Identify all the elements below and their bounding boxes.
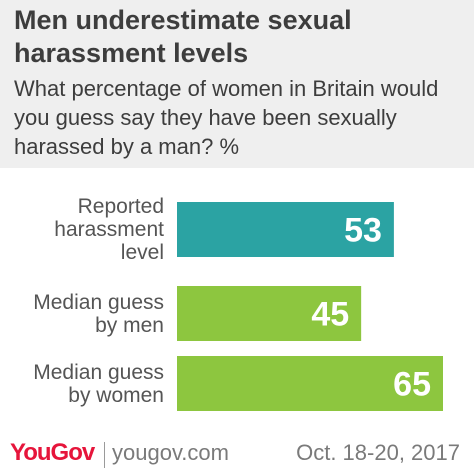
bar-chart: Reported harassment level Median guess by me… — [0, 168, 474, 424]
footer: YouGov yougov.com Oct. 18-20, 2017 — [0, 434, 474, 474]
chart-plot: 53 45 65 — [177, 202, 443, 411]
category-label-0: Reported harassment level — [54, 195, 164, 264]
category-label-2: Median guess by women — [33, 360, 164, 407]
website-text: yougov.com — [112, 440, 229, 465]
yougov-logo: YouGov — [10, 439, 95, 466]
survey-date: Oct. 18-20, 2017 — [296, 440, 460, 465]
bar-2 — [177, 356, 443, 411]
bar-value-label-0: 53 — [344, 212, 382, 250]
bar-value-label-1: 45 — [311, 296, 349, 334]
chart-title: Men underestimate sexual harassment leve… — [14, 5, 352, 68]
bar-value-label-2: 65 — [393, 366, 431, 404]
category-label-1: Median guess by men — [33, 290, 164, 337]
chart-subtitle: What percentage of women in Britain woul… — [14, 76, 439, 159]
chart-header: Men underestimate sexual harassment leve… — [0, 0, 474, 168]
bar-0 — [177, 202, 394, 257]
bar-1 — [177, 286, 362, 341]
footer-divider — [104, 442, 105, 468]
